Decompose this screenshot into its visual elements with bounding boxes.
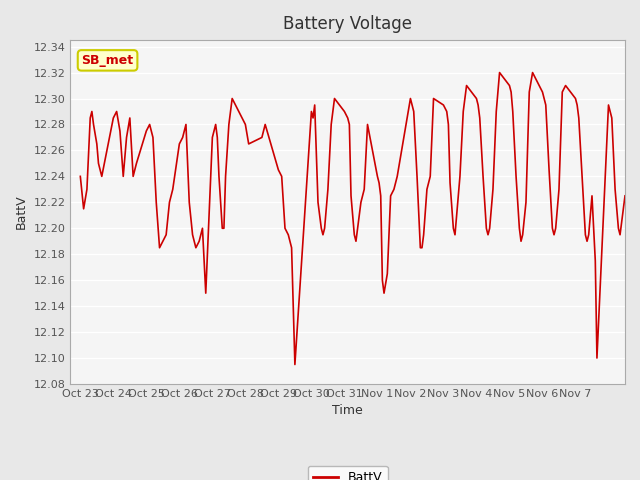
Legend: BattV: BattV bbox=[308, 466, 388, 480]
X-axis label: Time: Time bbox=[332, 405, 363, 418]
Text: SB_met: SB_met bbox=[81, 54, 134, 67]
Y-axis label: BattV: BattV bbox=[15, 195, 28, 229]
Title: Battery Voltage: Battery Voltage bbox=[284, 15, 412, 33]
